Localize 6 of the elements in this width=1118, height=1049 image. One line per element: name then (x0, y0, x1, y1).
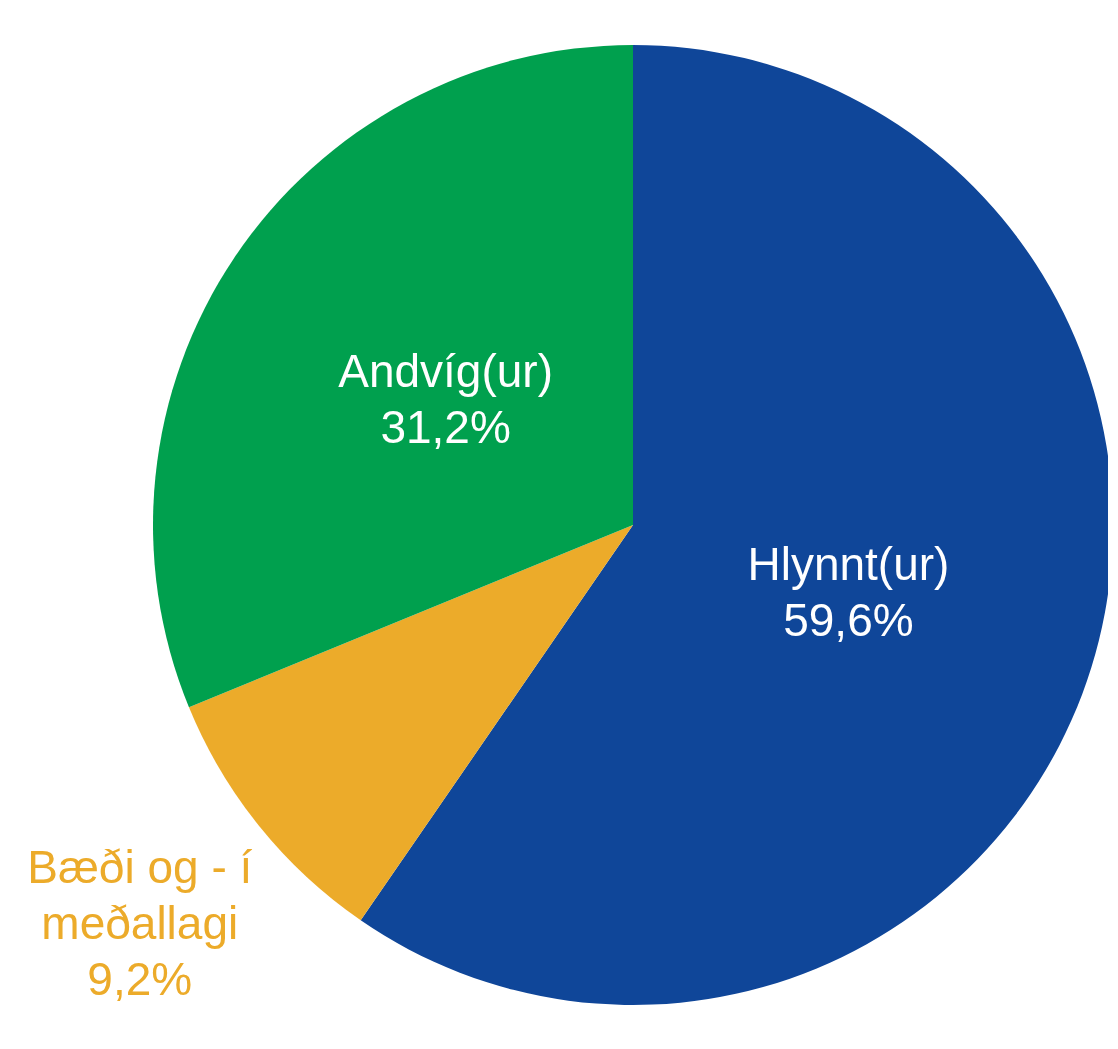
data-label: 59,6% (783, 594, 914, 647)
slice-label: Andvíg(ur) (338, 345, 553, 398)
slice-label: Bæði og - í meðallagi (27, 840, 253, 949)
slice-label: Hlynnt(ur) (747, 538, 950, 591)
data-label: 9,2% (87, 952, 193, 1005)
data-label: 31,2% (380, 401, 511, 454)
